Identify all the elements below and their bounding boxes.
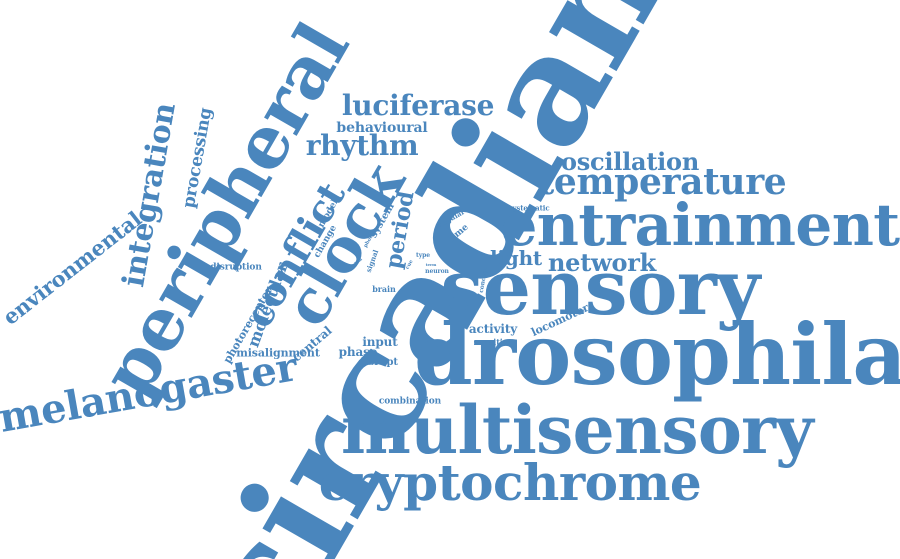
- word-sensory: sensory: [440, 243, 761, 332]
- word-cryptochrome: cryptochrome: [318, 453, 702, 512]
- word-combination: combination: [378, 396, 442, 407]
- word-systematic: systematic: [508, 203, 550, 213]
- word-entrainment: entrainment: [500, 191, 900, 259]
- word-behavioural: behavioural: [336, 120, 428, 136]
- word-phase: phase: [338, 345, 378, 359]
- word-type: type: [415, 252, 431, 259]
- word-sensitive: sensitive: [473, 337, 513, 347]
- word-multisensory: multisensory: [341, 391, 814, 469]
- word-luciferase: luciferase: [341, 89, 495, 122]
- word-disruption: disruption: [210, 262, 262, 273]
- word-rhythm: rhythm: [305, 129, 419, 162]
- word-drosophila: drosophila: [414, 305, 900, 404]
- word-temperature: temperature: [537, 161, 787, 203]
- word-term: term: [425, 262, 437, 267]
- word-input: input: [362, 335, 398, 349]
- word-brain: brain: [372, 284, 396, 294]
- word-network: network: [547, 248, 657, 277]
- word-oscillation: oscillation: [560, 147, 700, 176]
- word-neuron: neuron: [425, 268, 449, 275]
- word-activity: activity: [468, 322, 518, 336]
- word-light: light: [490, 246, 542, 270]
- word-disrupt: disrupt: [358, 357, 398, 368]
- word-misalignment: misalignment: [236, 346, 320, 360]
